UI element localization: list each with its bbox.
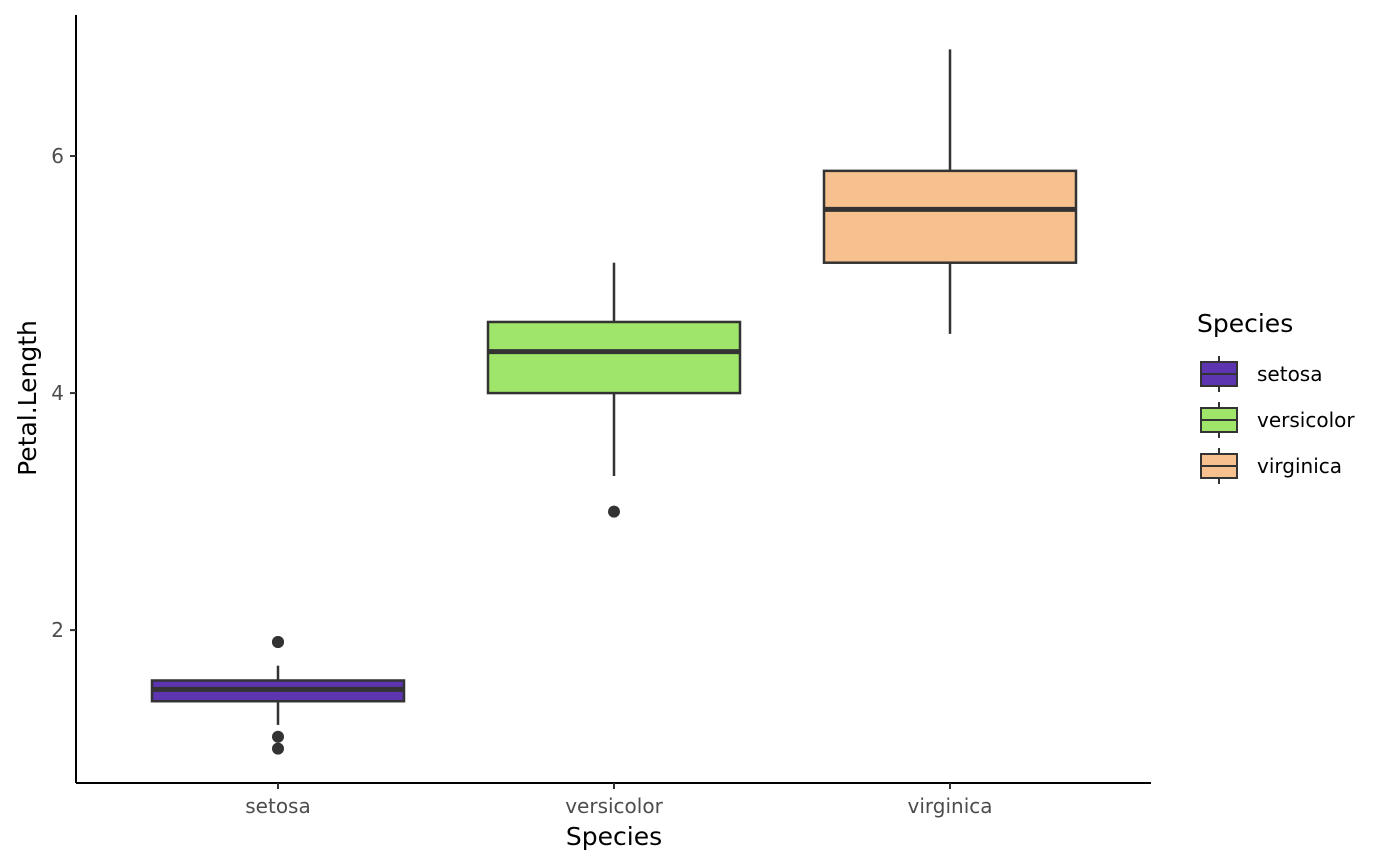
legend-label: versicolor [1257,408,1355,432]
x-axis-title: Species [566,822,662,851]
x-tick-label: setosa [245,794,310,818]
box-versicolor [486,262,742,518]
box-body [486,320,742,395]
x-axis: setosa versicolor virginica [76,782,1151,818]
outlier-point [608,505,620,518]
x-tick-label: versicolor [565,794,663,818]
legend-label: setosa [1257,362,1322,386]
x-tick-label: virginica [908,794,993,818]
y-axis-title: Petal.Length [13,320,42,476]
y-tick-label: 2 [51,618,64,642]
y-axis: 2 4 6 [51,15,77,783]
outlier-point [272,742,284,755]
y-tick-label: 4 [51,381,64,405]
legend-label: virginica [1257,454,1342,478]
box-virginica [822,49,1078,334]
legend: Species setosa versicolor virginica [1197,309,1355,484]
box-body [822,169,1078,264]
legend-item-versicolor: versicolor [1200,402,1355,438]
box-setosa [150,635,406,755]
y-tick-label: 6 [51,144,64,168]
legend-item-virginica: virginica [1200,448,1342,484]
legend-item-setosa: setosa [1200,356,1322,392]
outlier-point [272,730,284,743]
legend-title: Species [1197,309,1293,338]
outlier-point [272,635,284,648]
plot-area [150,49,1078,755]
